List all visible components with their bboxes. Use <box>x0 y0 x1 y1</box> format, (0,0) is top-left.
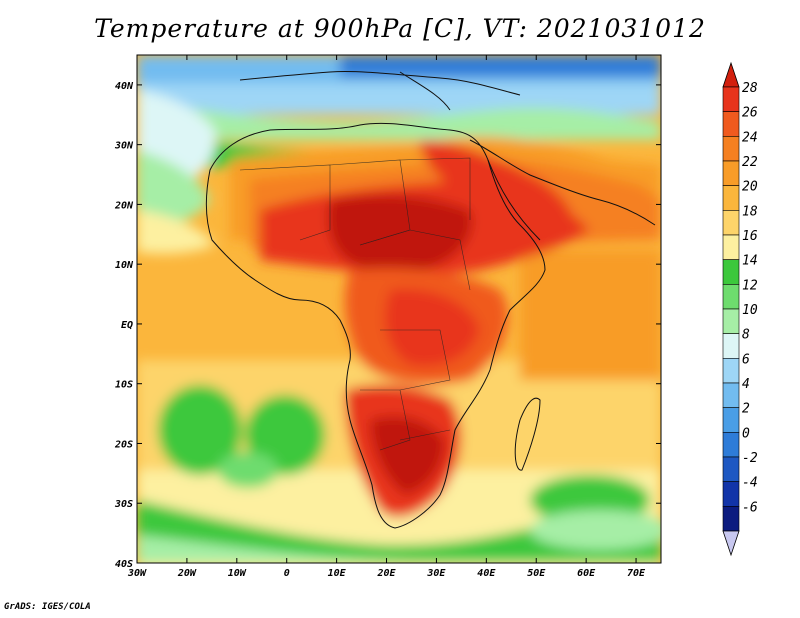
colorbar-segment <box>722 136 740 162</box>
lat-tick-label: 30N <box>114 141 134 152</box>
lon-tick-label: 20W <box>177 568 197 579</box>
lat-tick-label: 10N <box>115 260 134 271</box>
longitude-axis: 30W 20W 10W 0 10E 20E 30E 40E 50E 60E 70E <box>127 55 646 579</box>
colorbar-segment <box>722 210 740 236</box>
colorbar-label: -2 <box>742 451 758 466</box>
lon-tick-label: 10W <box>228 568 247 579</box>
lat-tick-label: 20S <box>114 439 133 450</box>
lat-tick-label: 20N <box>114 200 134 211</box>
colorbar-label: 22 <box>742 155 758 170</box>
colorbar-label: 8 <box>742 328 750 343</box>
credit-label: GrADS: IGES/COLA <box>4 602 91 612</box>
lat-tick-label: 10S <box>115 380 133 391</box>
lat-tick-label: 30S <box>114 499 133 510</box>
colorbar-label: 2 <box>742 402 750 417</box>
lat-tick-label: 40N <box>115 81 134 92</box>
lon-tick-label: 0 <box>284 568 290 579</box>
colorbar-segment <box>722 160 740 186</box>
lon-tick-label: 10E <box>328 568 347 579</box>
temperature-field <box>137 55 661 563</box>
colorbar-label: 24 <box>742 130 758 145</box>
colorbar-segment <box>722 185 740 211</box>
colorbar-segment <box>722 456 740 482</box>
lon-tick-label: 50E <box>527 568 546 579</box>
colorbar-label: 14 <box>742 254 758 269</box>
colorbar-segment <box>722 432 740 458</box>
lon-tick-label: 60E <box>577 568 596 579</box>
colorbar-segment <box>722 111 740 137</box>
colorbar-label: 18 <box>742 204 758 219</box>
colorbar-label: 28 <box>742 81 758 96</box>
lon-tick-label: 30E <box>426 568 446 579</box>
colorbar-segment <box>722 506 740 532</box>
lat-tick-label: 40S <box>115 559 133 570</box>
lon-tick-label: 70E <box>627 568 646 579</box>
lon-tick-label: 20E <box>376 568 396 579</box>
map-title: Temperature at 900hPa [C], VT: 202103101… <box>94 14 706 43</box>
colorbar-segment <box>722 308 740 334</box>
colorbar-label: 10 <box>742 303 758 318</box>
colorbar-segment <box>722 234 740 260</box>
colorbar-segment <box>722 284 740 310</box>
colorbar-label: 26 <box>742 106 758 121</box>
colorbar-label: 20 <box>742 180 758 195</box>
colorbar-segment <box>722 407 740 433</box>
colorbar-segment <box>722 358 740 384</box>
latitude-axis: 40N 30N 20N 10N EQ 10S 20S 30S 40S <box>114 81 661 570</box>
colorbar-label: 0 <box>742 426 750 441</box>
colorbar-label: -6 <box>742 500 758 515</box>
lon-tick-label: 40E <box>477 568 496 579</box>
colorbar-segment <box>722 481 740 507</box>
colorbar-label: 12 <box>742 278 758 293</box>
plot-frame <box>136 54 662 564</box>
lat-tick-label: EQ <box>121 320 133 331</box>
colorbar-label: 4 <box>742 377 750 392</box>
coastlines <box>205 71 656 529</box>
colorbar-label: 16 <box>742 229 758 244</box>
colorbar-label: 6 <box>742 352 750 367</box>
colorbar-segment <box>722 382 740 408</box>
colorbar-segment <box>722 259 740 285</box>
colorbar-label: -4 <box>742 476 758 491</box>
colorbar-top-arrow <box>722 61 740 88</box>
colorbar-bottom-arrow <box>722 530 740 557</box>
lon-tick-label: 30W <box>127 568 147 579</box>
colorbar-segment <box>722 333 740 359</box>
colorbar-segment <box>722 86 740 112</box>
country-borders <box>239 157 471 451</box>
